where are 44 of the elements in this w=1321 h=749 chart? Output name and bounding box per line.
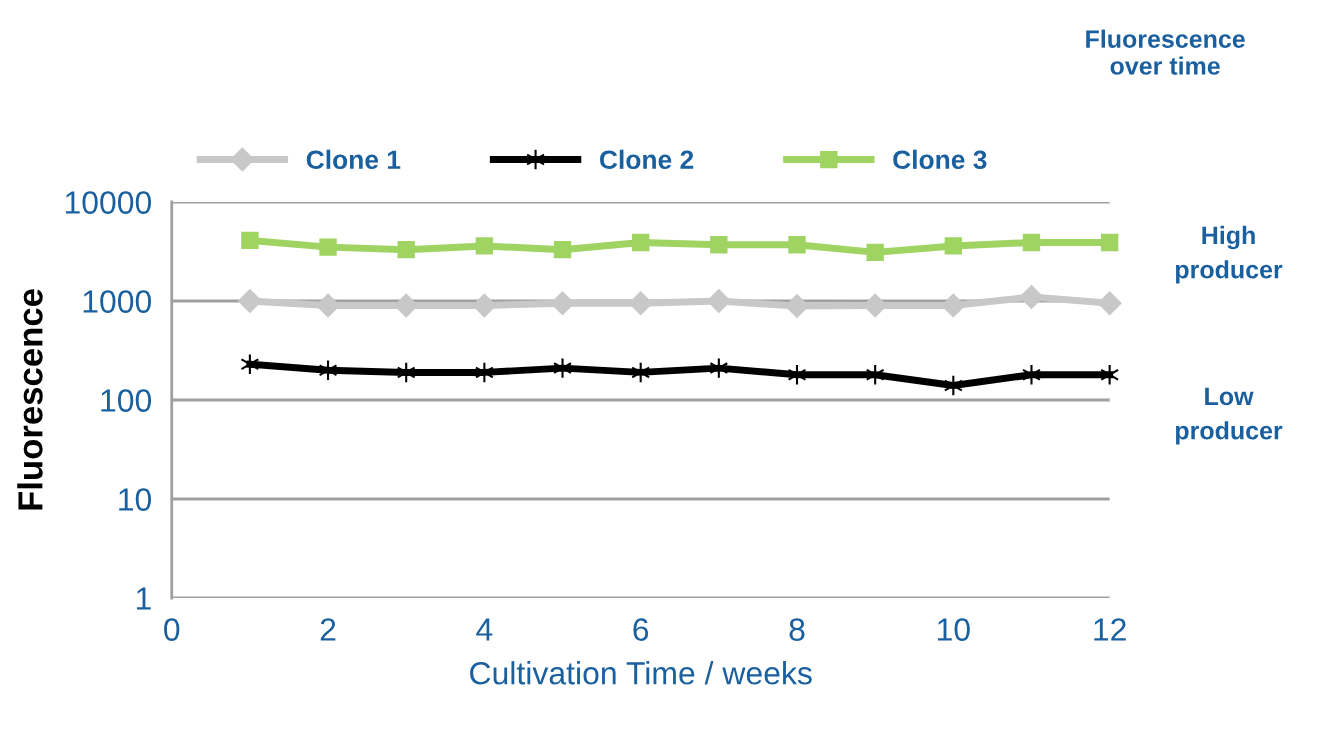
point [319,238,337,256]
point [707,289,731,313]
point [788,236,806,254]
point [1019,285,1044,309]
point [785,294,809,318]
x-tick-label: 12 [1094,618,1126,641]
text: Fluorescence over time [1086,29,1245,75]
point [710,236,728,254]
x-axis-title: Cultivation Time / weeks [470,661,812,685]
y-tick-label: 10000 [65,191,152,214]
x-tick-label: 2 [320,618,336,641]
x-tick-label: 8 [789,618,805,641]
text: High producer [1176,225,1283,284]
y-tick-label: 10 [119,488,152,511]
point [397,240,415,259]
point [1100,233,1119,252]
point [1097,291,1122,316]
point [944,237,962,255]
x-tick-label: 0 [164,618,180,641]
y-tick-label: 1000 [83,290,152,313]
point [943,374,963,397]
legend-label: Clone 3 [893,149,987,170]
x-tick-label: 10 [937,618,970,641]
x-tick-label: 6 [633,618,649,641]
y-tick-label: 100 [101,389,152,412]
point [475,237,494,255]
point [318,359,338,381]
y-tick-label: 1 [136,587,151,610]
point [240,353,260,375]
y-axis-title: Fluorescence [17,289,43,510]
point [632,233,650,252]
point [709,357,729,379]
point [238,289,262,313]
point [1022,233,1041,252]
x-tick-label: 4 [476,618,493,641]
text: Low producer [1176,387,1283,445]
point [553,240,572,259]
point [316,293,340,318]
point [241,231,259,250]
legend-label: Clone 2 [600,149,694,170]
legend-label: Clone 1 [306,149,401,170]
point [866,243,884,262]
point [1022,363,1041,386]
point [553,357,572,379]
